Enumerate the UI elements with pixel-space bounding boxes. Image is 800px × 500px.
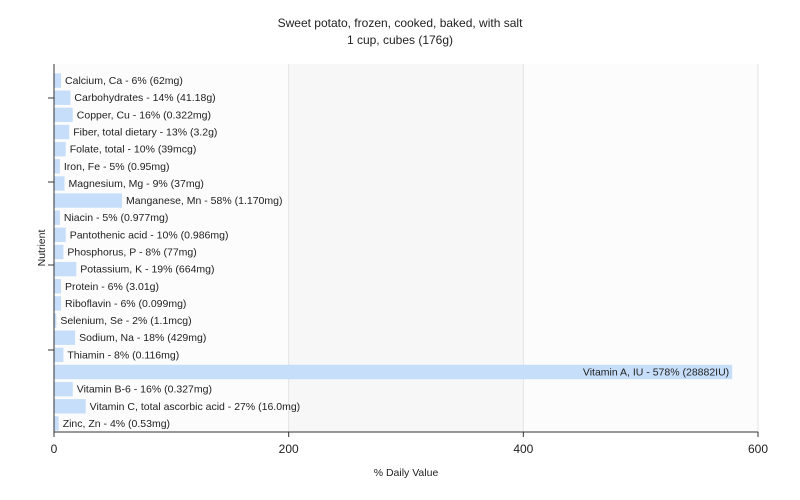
chart-subtitle: 1 cup, cubes (176g) [347,33,453,47]
bar-label: Vitamin A, IU - 578% (28882IU) [583,367,729,379]
bar [54,261,77,277]
bar-label: Carbohydrates - 14% (41.18g) [74,92,215,104]
bar [54,399,86,414]
x-axis-title: % Daily Value [374,467,439,479]
bar [54,381,73,397]
bar [54,124,70,140]
y-axis-title: Nutrient [36,230,48,267]
bar [54,159,60,174]
x-tick-labels: 0 200 400 600 [51,432,768,456]
bar-label: Selenium, Se - 2% (1.1mcg) [60,315,191,327]
bar-label: Zinc, Zn - 4% (0.53mg) [63,418,170,430]
bar-label: Riboflavin - 6% (0.099mg) [65,298,186,310]
bar-label: Fiber, total dietary - 13% (3.2g) [73,127,217,139]
bar-label: Copper, Cu - 16% (0.322mg) [77,109,211,121]
bar [54,330,76,345]
x-tick-label: 0 [51,442,58,456]
bar [54,296,62,311]
bar [54,227,66,243]
bar [54,279,62,294]
bar [54,210,60,225]
bar [54,313,57,328]
bar [54,141,66,157]
bar-label: Phosphorus, P - 8% (77mg) [67,247,196,259]
bar-label: Vitamin C, total ascorbic acid - 27% (16… [90,401,300,413]
bar-label: Manganese, Mn - 58% (1.170mg) [126,195,282,207]
bar [54,244,64,260]
bar-label: Niacin - 5% (0.977mg) [64,212,168,224]
bar [54,176,65,191]
bar-label: Calcium, Ca - 6% (62mg) [65,75,183,87]
bar [54,90,71,105]
bar-labels: Calcium, Ca - 6% (62mg) Carbohydrates - 1… [60,75,729,430]
bar-label: Thiamin - 8% (0.116mg) [67,349,179,361]
bar [54,73,62,88]
bar-label: Folate, total - 10% (39mcg) [70,144,197,156]
x-tick-label: 400 [513,442,533,456]
bar-label: Vitamin B-6 - 16% (0.327mg) [77,384,212,396]
bar-label: Magnesium, Mg - 9% (37mg) [69,178,204,190]
bar [54,364,733,380]
bars [54,73,733,431]
bar [54,347,64,363]
bar-label: Potassium, K - 19% (664mg) [80,264,214,276]
bar [54,107,73,123]
bar-label: Protein - 6% (3.01g) [65,281,159,293]
bar-label: Sodium, Na - 18% (429mg) [79,332,206,344]
bar [54,193,123,208]
x-tick-label: 200 [279,442,299,456]
bar [54,416,59,431]
chart-title: Sweet potato, frozen, cooked, baked, wit… [278,16,523,30]
bar-label: Pantothenic acid - 10% (0.986mg) [70,229,229,241]
axes [48,64,758,433]
bar-label: Iron, Fe - 5% (0.95mg) [64,161,170,173]
x-tick-label: 600 [748,442,768,456]
